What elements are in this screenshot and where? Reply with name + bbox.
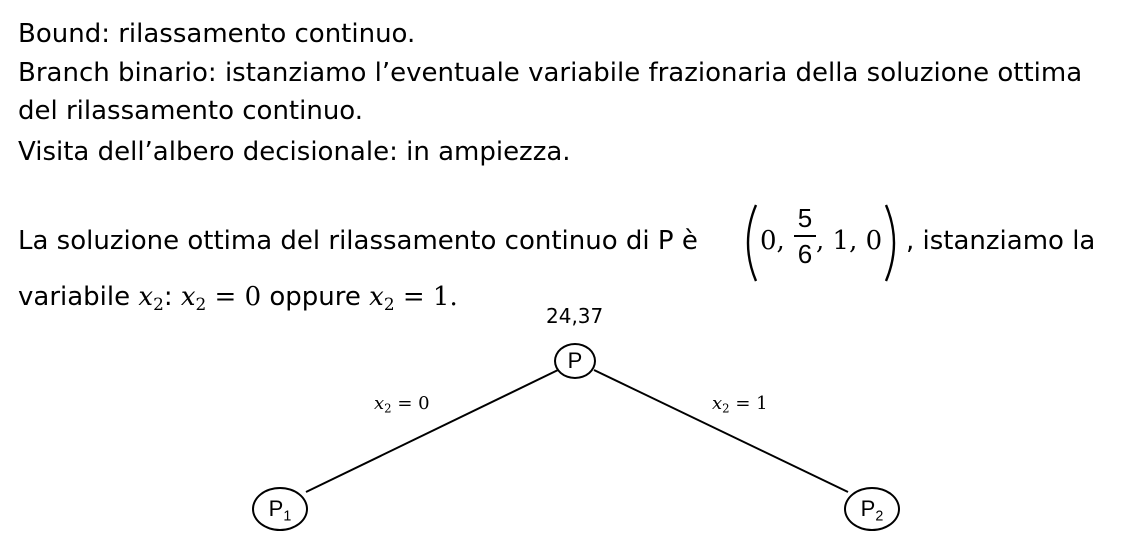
- text-line-solution: La soluzione ottima del rilassamento con…: [18, 226, 698, 256]
- node-left-sub: 1: [283, 508, 292, 525]
- edge-right-sub: 2: [722, 401, 730, 416]
- solution-vector: 0, 5 6 , 1, 0: [736, 203, 906, 283]
- text-line-bound: Bound: rilassamento continuo.: [18, 19, 416, 49]
- node-root: P: [554, 343, 596, 379]
- eq1-x: x: [180, 282, 196, 312]
- eq2-x-sub: 2: [383, 294, 395, 315]
- fraction-bar: [794, 235, 816, 237]
- eq2-rest: = 1.: [394, 282, 458, 312]
- edge-left-x: x: [374, 393, 385, 414]
- right-paren: [884, 204, 896, 282]
- edge-right-label: x2 = 1: [712, 393, 768, 416]
- node-root-label: P: [567, 348, 583, 373]
- solution-suffix: , istanziamo la: [906, 226, 1096, 256]
- edge-left-label: x2 = 0: [374, 393, 430, 416]
- fraction-denominator: 6: [797, 239, 813, 269]
- node-right: P2: [844, 487, 900, 531]
- text-line-variable: variabile x2: x2 = 0 oppure x2 = 1.: [18, 282, 458, 319]
- vector-fraction: 5 6: [794, 203, 816, 269]
- text-line-visit: Visita dell’albero decisionale: in ampie…: [18, 137, 571, 167]
- text-line-branch-cont: del rilassamento continuo.: [18, 96, 364, 126]
- eq1-x-sub: 2: [195, 294, 207, 315]
- root-bound-label: 24,37: [546, 304, 604, 328]
- eq2-x: x: [369, 282, 384, 312]
- vector-first: 0,: [760, 226, 785, 256]
- left-paren: [746, 204, 758, 282]
- fraction-numerator: 5: [797, 203, 813, 233]
- node-right-label: P: [860, 496, 876, 521]
- edge-right-rest: = 1: [729, 393, 768, 414]
- node-left-label: P: [268, 496, 284, 521]
- node-right-sub: 2: [875, 508, 884, 525]
- edge-right: [593, 369, 849, 493]
- oppure-word: oppure: [269, 282, 361, 312]
- variable-x: x: [138, 282, 154, 312]
- variable-colon: :: [163, 282, 173, 312]
- text-line-branch: Branch binario: istanziamo l’eventuale v…: [18, 58, 1083, 88]
- edge-left: [305, 369, 559, 493]
- edge-left-rest: = 0: [391, 393, 430, 414]
- vector-rest: , 1, 0: [816, 226, 883, 256]
- variable-x-sub: 2: [153, 294, 164, 315]
- eq1-rest: = 0: [206, 282, 262, 312]
- node-left: P1: [252, 487, 308, 531]
- edge-right-x: x: [712, 393, 723, 414]
- variable-word: variabile: [18, 282, 131, 312]
- solution-prefix: La soluzione ottima del rilassamento con…: [18, 226, 698, 256]
- edge-left-sub: 2: [384, 401, 392, 416]
